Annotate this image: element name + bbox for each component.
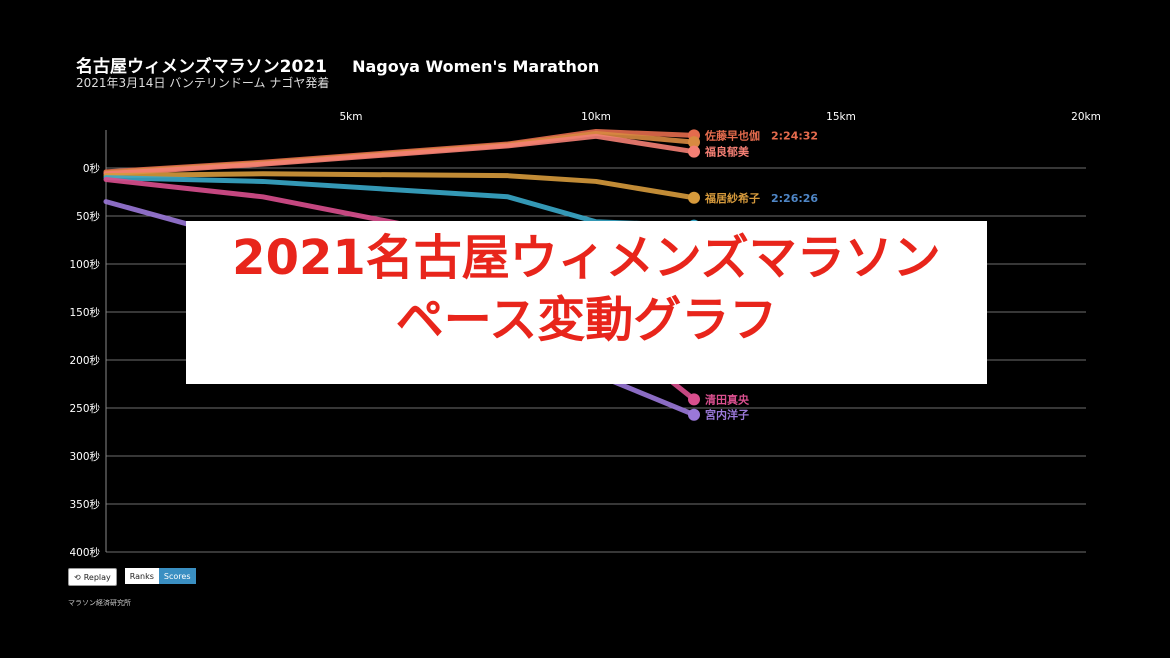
y-tick-label: 0秒 (83, 162, 101, 175)
overlay-title-line1: 2021名古屋ウィメンズマラソン (232, 230, 941, 286)
y-tick-label: 50秒 (76, 210, 100, 223)
x-tick-label: 15km (826, 111, 856, 123)
series-endpoint-marker (688, 145, 700, 158)
y-tick-label: 350秒 (69, 498, 100, 511)
replay-button[interactable]: ⟲ Replay (68, 568, 117, 586)
runner-name-label: 宮内洋子 (705, 408, 749, 422)
runner-time-label: 2:26:26 (771, 192, 818, 205)
title-japanese: 名古屋ウィメンズマラソン2021 (76, 57, 327, 77)
mode-toggle: Ranks Scores (124, 568, 196, 584)
credit-text: マラソン経済研究所 (68, 599, 131, 607)
runner-time-label: 2:24:32 (771, 129, 818, 142)
chart-subtitle: 2021年3月14日 バンテリンドーム ナゴヤ発着 (76, 76, 330, 90)
runner-name-label: 福居紗希子 (704, 191, 760, 205)
title-english: Nagoya Women's Marathon (352, 57, 600, 76)
overlay-title-line2: ペース変動グラフ (395, 292, 778, 348)
x-axis: 5km 10km 15km 20km (340, 111, 1101, 123)
series-endpoint-marker (688, 408, 700, 421)
replay-label: Replay (83, 572, 111, 582)
chart-controls: ⟲ Replay Ranks Scores (68, 568, 196, 586)
series-endpoint-marker (688, 393, 700, 406)
y-tick-label: 100秒 (69, 258, 100, 271)
series-line (103, 133, 697, 177)
chart-title: 名古屋ウィメンズマラソン2021 Nagoya Women's Marathon (76, 52, 599, 77)
series-line (103, 171, 697, 201)
ranks-toggle-button[interactable]: Ranks (124, 568, 159, 584)
y-tick-label: 300秒 (69, 450, 100, 463)
x-tick-label: 5km (340, 111, 363, 123)
replay-icon: ⟲ (74, 572, 81, 582)
runner-name-label: 佐藤早也伽 (704, 128, 760, 142)
runner-name-label: 福良郁美 (704, 145, 750, 159)
scores-toggle-button[interactable]: Scores (158, 568, 196, 584)
series-endpoint-marker (688, 191, 700, 204)
y-tick-label: 400秒 (69, 546, 100, 559)
x-tick-label: 10km (581, 111, 611, 123)
x-tick-label: 20km (1071, 111, 1101, 123)
y-tick-label: 250秒 (69, 402, 100, 415)
runner-name-label: 清田真央 (705, 392, 750, 406)
title-overlay: 2021名古屋ウィメンズマラソン ペース変動グラフ (186, 221, 987, 384)
y-axis: 0秒 50秒 100秒 150秒 200秒 250秒 300秒 350秒 400秒 (69, 130, 107, 559)
y-tick-label: 150秒 (69, 306, 100, 319)
series-endpoint-marker (688, 136, 700, 149)
y-tick-label: 200秒 (69, 354, 100, 367)
